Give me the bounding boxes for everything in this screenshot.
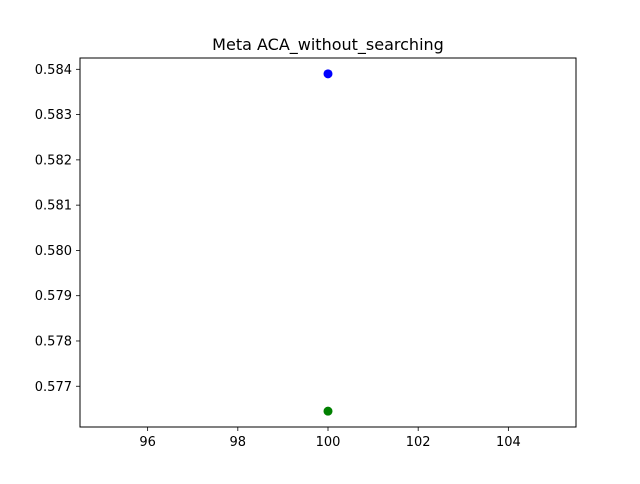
y-tick-label: 0.581 <box>35 199 72 214</box>
y-tick-label: 0.582 <box>35 153 72 168</box>
x-tick-label: 104 <box>496 435 521 450</box>
y-tick-label: 0.579 <box>35 289 72 304</box>
y-tick-label: 0.584 <box>35 63 72 78</box>
x-tick-label: 102 <box>406 435 431 450</box>
data-point-series-0 <box>323 69 333 79</box>
data-point-series-1 <box>323 406 333 416</box>
axis-ticks: 96 98 100 102 104 0.577 0.578 0.579 0.580 0.581 0.… <box>35 63 521 450</box>
y-tick-label: 0.577 <box>35 380 72 395</box>
y-tick-label: 0.580 <box>35 244 72 259</box>
x-tick-label: 96 <box>139 435 156 450</box>
x-tick-label: 98 <box>230 435 247 450</box>
x-tick-label: 100 <box>316 435 341 450</box>
chart-title: Meta ACA_without_searching <box>212 35 444 55</box>
y-tick-label: 0.578 <box>35 334 72 349</box>
y-tick-label: 0.583 <box>35 108 72 123</box>
plot-area-frame <box>79 57 577 428</box>
data-points <box>323 69 333 416</box>
